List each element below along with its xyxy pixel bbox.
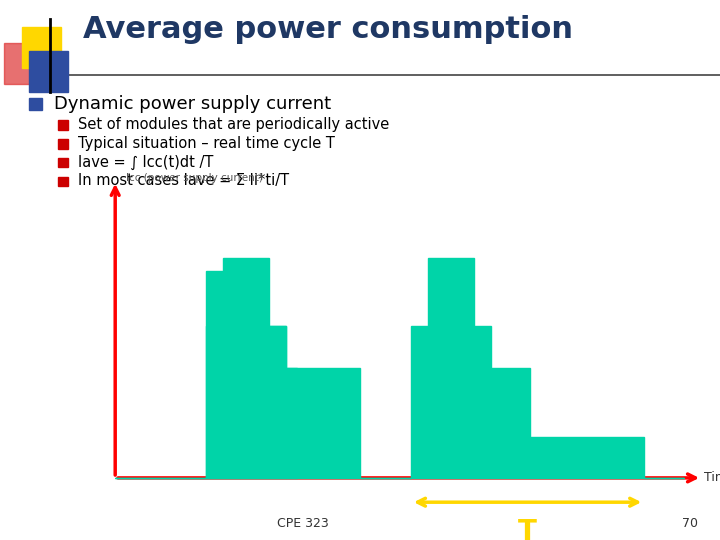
Bar [58,177,68,186]
Bar [22,27,61,68]
Text: Set of modules that are periodically active: Set of modules that are periodically act… [78,117,389,132]
Bar [286,368,297,478]
Text: In most cases Iave = Σ Ii*ti/T: In most cases Iave = Σ Ii*ti/T [78,173,289,188]
Text: 70: 70 [683,517,698,530]
Text: Typical situation – real time cycle T: Typical situation – real time cycle T [78,136,335,151]
Bar [206,271,240,326]
Bar [206,326,240,478]
Text: T: T [518,518,537,540]
Bar [58,120,68,130]
Text: Average power consumption: Average power consumption [83,15,573,44]
Text: Iave = ∫ Icc(t)dt /T: Iave = ∫ Icc(t)dt /T [78,154,213,170]
Bar [240,326,286,478]
Bar [29,98,42,110]
Bar [58,139,68,148]
Text: Dynamic power supply current: Dynamic power supply current [54,94,331,113]
Bar [4,43,43,84]
Text: CPE 323: CPE 323 [276,517,328,530]
Bar [58,158,68,167]
Bar [29,51,68,92]
Text: Icc (power supply current): Icc (power supply current) [126,173,263,183]
Text: Time: Time [704,471,720,484]
Polygon shape [115,258,684,478]
